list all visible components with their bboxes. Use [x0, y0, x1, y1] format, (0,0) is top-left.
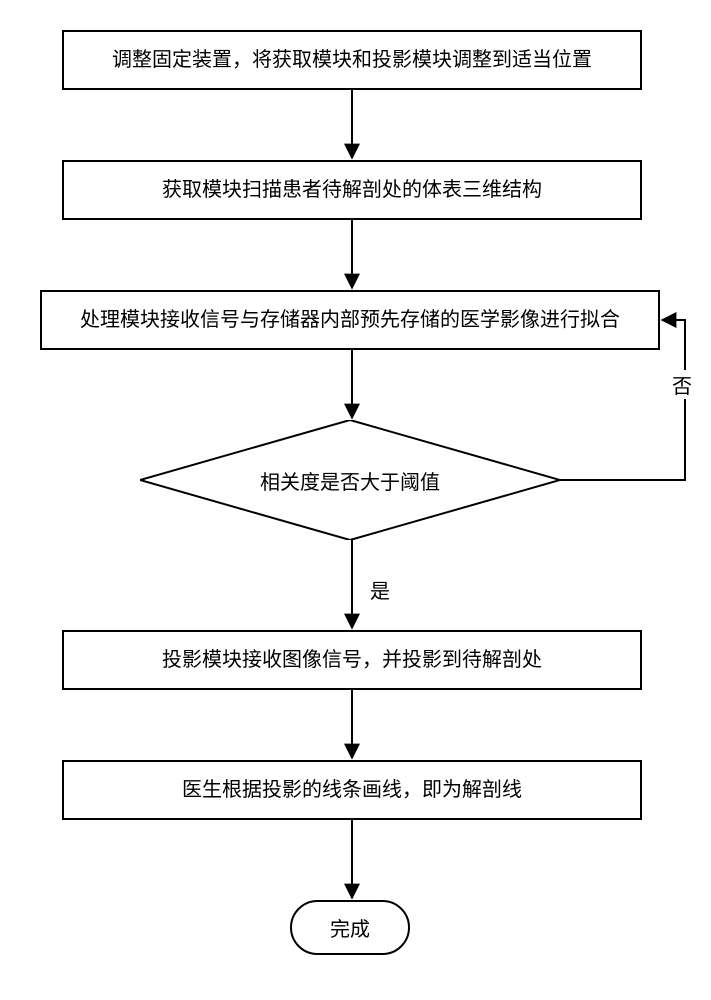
step3-text: 处理模块接收信号与存储器内部预先存储的医学影像进行拟合 [76, 302, 624, 338]
step5-box: 医生根据投影的线条画线，即为解剖线 [62, 760, 642, 820]
step2-box: 获取模块扫描患者待解剖处的体表三维结构 [62, 160, 642, 220]
yes-label: 是 [370, 575, 390, 604]
end-terminator: 完成 [290, 900, 410, 955]
decision-text: 相关度是否大于阈值 [260, 466, 440, 495]
end-text: 完成 [330, 913, 370, 942]
step2-text: 获取模块扫描患者待解剖处的体表三维结构 [158, 172, 546, 208]
step1-text: 调整固定装置，将获取模块和投影模块调整到适当位置 [108, 42, 596, 78]
step5-text: 医生根据投影的线条画线，即为解剖线 [178, 772, 526, 808]
step3-box: 处理模块接收信号与存储器内部预先存储的医学影像进行拟合 [40, 290, 660, 350]
step1-box: 调整固定装置，将获取模块和投影模块调整到适当位置 [62, 30, 642, 90]
step4-box: 投影模块接收图像信号，并投影到待解剖处 [62, 630, 642, 690]
no-label: 否 [672, 370, 692, 399]
flowchart-canvas: 调整固定装置，将获取模块和投影模块调整到适当位置 获取模块扫描患者待解剖处的体表… [0, 0, 711, 1000]
step4-text: 投影模块接收图像信号，并投影到待解剖处 [158, 642, 546, 678]
decision-diamond: 相关度是否大于阈值 [140, 420, 560, 540]
